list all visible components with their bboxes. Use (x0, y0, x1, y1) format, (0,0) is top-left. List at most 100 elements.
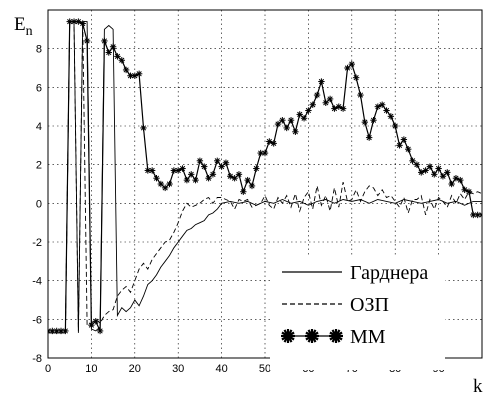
y-tick-label: 8 (36, 44, 42, 56)
mm-marker (339, 105, 347, 112)
mm-marker (79, 20, 86, 27)
mm-marker (383, 107, 390, 114)
y-tick-label: 6 (36, 82, 42, 94)
mm-marker (179, 165, 186, 172)
mm-marker (439, 173, 447, 180)
mm-marker (218, 163, 225, 170)
mm-marker (96, 327, 104, 335)
mm-marker (352, 74, 360, 81)
x-tick-label: 50 (259, 363, 271, 375)
mm-marker (118, 57, 125, 64)
mm-marker (396, 142, 403, 149)
x-axis-label: k (473, 376, 483, 397)
mm-marker (292, 128, 299, 135)
mm-marker (114, 53, 121, 60)
mm-marker (153, 175, 160, 182)
mm-marker (244, 176, 251, 184)
x-tick-label: 10 (85, 363, 97, 375)
x-tick-label: 20 (129, 363, 141, 375)
plot-frame (47, 9, 483, 359)
mm-marker (318, 78, 325, 85)
mm-marker (170, 167, 178, 174)
legend-label-mm: ММ (350, 326, 386, 348)
x-tick-label: 40 (215, 363, 227, 375)
mm-marker (88, 321, 95, 329)
legend-box (270, 255, 445, 370)
mm-marker (344, 64, 351, 72)
mm-marker (70, 18, 78, 25)
mm-marker (222, 159, 230, 166)
mm-marker (444, 169, 451, 176)
mm-marker (240, 188, 247, 195)
mm-marker (361, 118, 369, 126)
mm-marker (83, 37, 91, 45)
mm-marker (214, 157, 221, 164)
x-tick-label: 0 (45, 363, 51, 375)
series-ozp (48, 21, 482, 332)
legend: Гарднера ОЗП ММ (270, 255, 445, 370)
mm-marker (348, 60, 355, 68)
mm-marker (183, 176, 191, 184)
mm-marker (279, 117, 286, 124)
mm-marker (326, 95, 334, 103)
legend-mm-star (281, 331, 295, 341)
y-tick-label: -6 (32, 314, 42, 326)
mm-marker (422, 167, 429, 174)
mm-marker (101, 37, 108, 45)
mm-marker (161, 184, 169, 192)
series-layer (48, 18, 482, 335)
mm-marker (313, 91, 321, 99)
legend-swatch-mm (281, 329, 343, 343)
mm-marker (296, 111, 303, 118)
y-tick-label: -4 (32, 276, 42, 288)
mm-marker (400, 136, 408, 143)
mm-marker (248, 182, 256, 190)
mm-marker (431, 171, 438, 178)
mm-marker (209, 171, 217, 178)
mm-marker (192, 176, 199, 184)
mm-marker (378, 101, 386, 108)
series-ozp-line (48, 21, 482, 332)
mm-marker (465, 188, 473, 195)
legend-mm-star (329, 331, 343, 341)
mm-marker (201, 163, 208, 170)
mm-marker (392, 122, 399, 130)
mm-marker (66, 18, 73, 25)
legend-mm-star (305, 331, 319, 341)
mm-marker (457, 176, 464, 184)
mm-marker (235, 171, 243, 178)
mm-marker (148, 167, 156, 174)
y-tick-label: 0 (36, 198, 42, 210)
mm-marker (413, 161, 421, 168)
mm-marker (405, 146, 412, 153)
mm-marker (300, 115, 308, 122)
mm-marker (474, 211, 481, 219)
y-tick-label: -2 (32, 237, 42, 249)
series-mm (48, 18, 482, 335)
legend-label-gardner: Гарднера (350, 262, 428, 284)
y-axis-label: En (14, 14, 33, 39)
mm-marker (253, 165, 260, 172)
mm-marker (231, 175, 238, 182)
mm-marker (166, 180, 173, 188)
mm-marker (305, 107, 312, 114)
mm-marker (448, 180, 455, 188)
mm-marker (135, 70, 143, 77)
mm-marker (274, 120, 282, 128)
y-tick-label: 2 (36, 160, 42, 172)
mm-marker (62, 327, 69, 335)
mm-marker (122, 66, 130, 74)
mm-marker (309, 101, 316, 108)
mm-marker (478, 211, 482, 219)
mm-marker (140, 124, 147, 132)
mm-marker (357, 91, 364, 99)
x-tick-label: 30 (172, 363, 184, 375)
mm-marker (283, 124, 290, 132)
mm-marker (409, 157, 416, 164)
mm-marker (322, 99, 329, 106)
mm-marker (426, 163, 434, 170)
y-tick-label: -8 (32, 353, 42, 365)
mm-marker (270, 140, 277, 147)
legend-label-ozp: ОЗП (350, 294, 389, 316)
